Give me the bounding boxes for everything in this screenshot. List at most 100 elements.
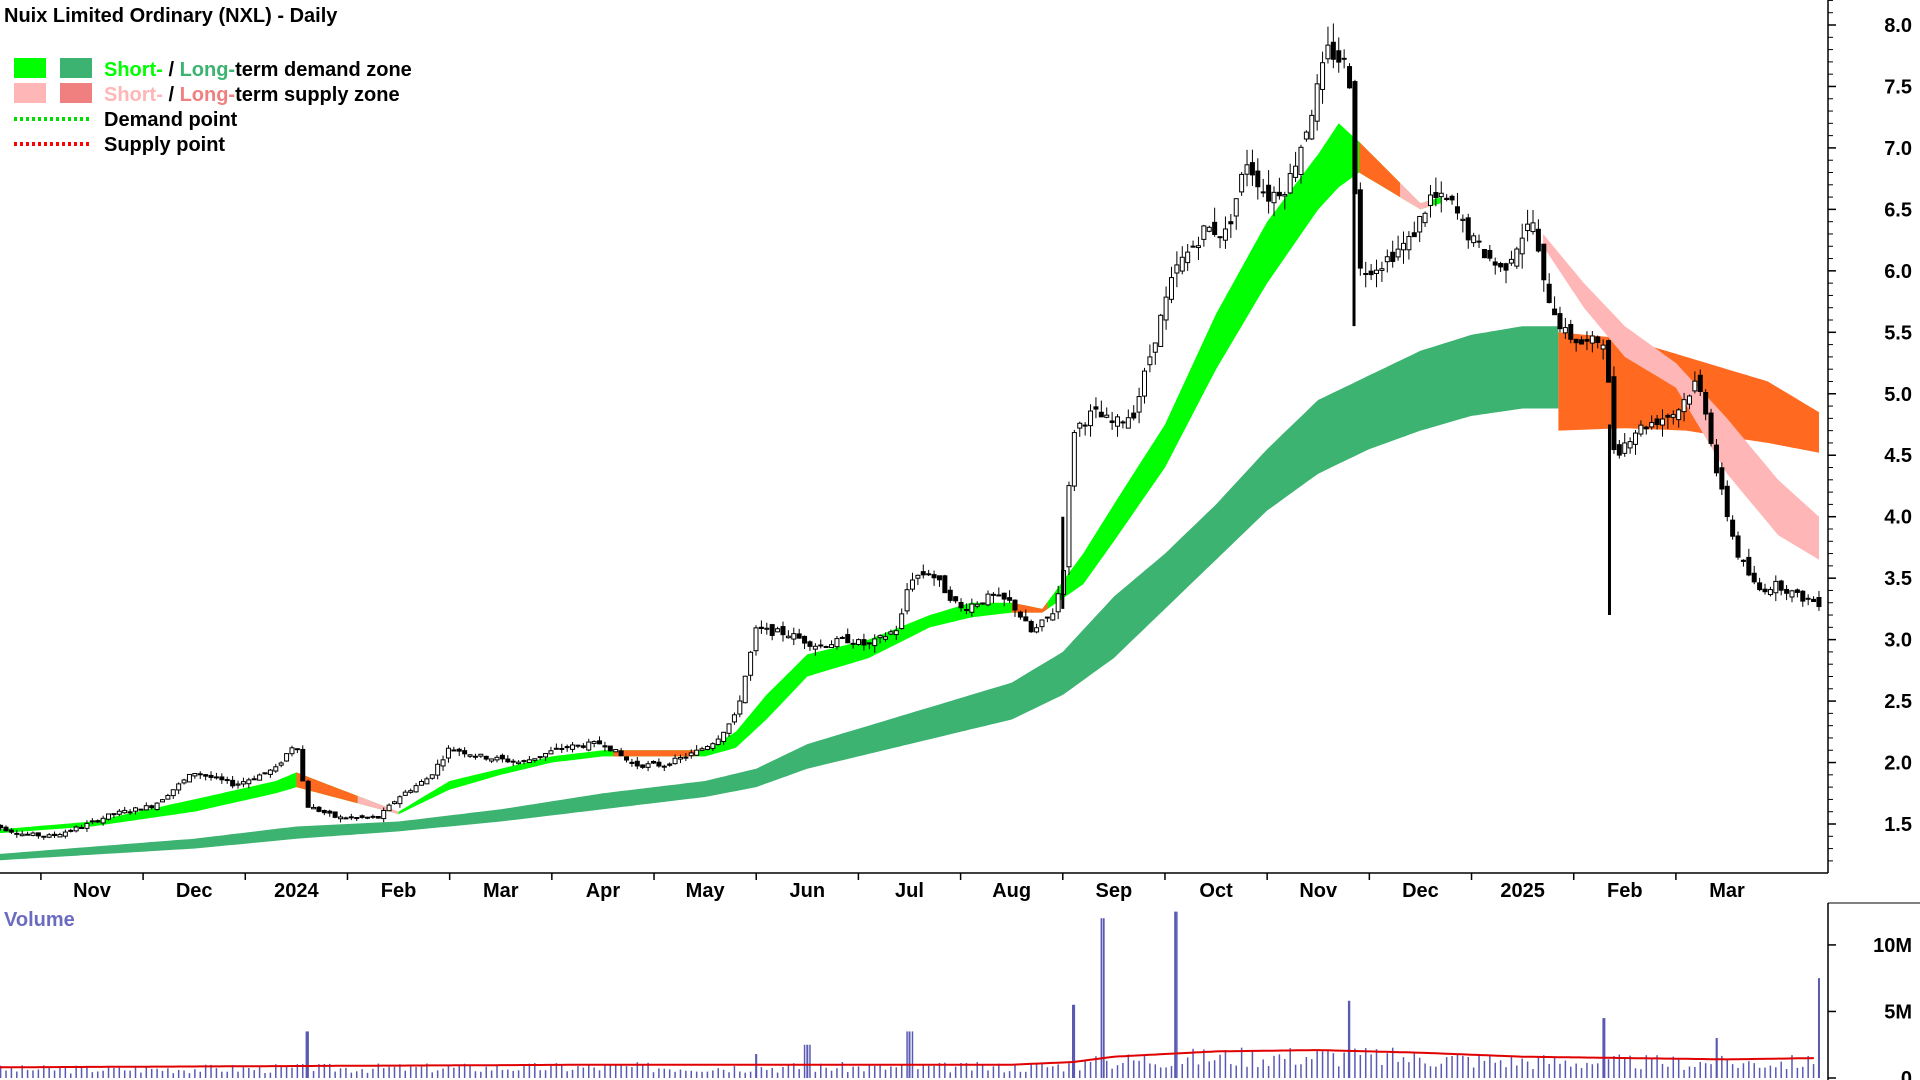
- candle-body: [1514, 248, 1520, 267]
- candle-body: [931, 574, 937, 579]
- candle-body: [764, 627, 770, 630]
- candle-body: [1120, 421, 1126, 424]
- candle-body: [1411, 232, 1417, 238]
- candle-body: [1395, 248, 1401, 258]
- candle-body: [343, 817, 349, 820]
- candle-body: [1519, 237, 1525, 255]
- candle-body: [1778, 580, 1784, 591]
- short-term-demand-zone: [0, 123, 1441, 834]
- candle-body: [1611, 376, 1617, 451]
- candle-body: [8, 829, 14, 833]
- candle-body: [1735, 535, 1741, 558]
- y-tick-label: 2.0: [1884, 753, 1912, 775]
- candle-body: [494, 756, 500, 761]
- candle-body: [1708, 412, 1714, 444]
- x-tick-label: Oct: [1199, 880, 1233, 902]
- candles-layer: [0, 23, 1822, 840]
- supply-transition-zone: [1400, 182, 1431, 210]
- candle-body: [942, 575, 948, 594]
- candle-body: [1142, 370, 1148, 397]
- x-tick-label: Sep: [1096, 880, 1133, 902]
- candle-body: [510, 760, 516, 763]
- y-tick-label: 6.0: [1884, 261, 1912, 283]
- candle-body: [370, 815, 376, 818]
- candle-body: [575, 744, 581, 747]
- candle-body: [532, 758, 538, 761]
- candle-body: [499, 754, 505, 760]
- candle-body: [1347, 66, 1353, 89]
- candle-body: [834, 638, 840, 648]
- candle-body: [537, 756, 543, 759]
- candle-body: [1136, 396, 1142, 413]
- candle-body: [985, 593, 991, 606]
- candle-body: [753, 627, 759, 652]
- candle-body: [883, 636, 889, 640]
- x-tick-label: Mar: [1709, 880, 1745, 902]
- candle-body: [1276, 191, 1282, 197]
- x-tick-label: Nov: [73, 880, 112, 902]
- candle-body: [888, 631, 894, 635]
- candle-body: [1584, 339, 1590, 342]
- candle-body: [1255, 170, 1261, 188]
- candle-body: [618, 750, 624, 757]
- candle-body: [1260, 191, 1266, 194]
- x-tick-label: 2024: [274, 880, 319, 902]
- candle-body: [365, 816, 371, 819]
- candle-body: [305, 780, 311, 808]
- x-tick-label: 2025: [1500, 880, 1545, 902]
- candle-body: [1039, 619, 1045, 628]
- candle-body: [1147, 356, 1153, 366]
- y-tick-label: 5.0: [1884, 384, 1912, 406]
- candle-body: [240, 781, 246, 785]
- candle-body: [1379, 268, 1385, 271]
- volume-y-ticks: 10M 5M 0: [1828, 935, 1912, 1080]
- candle-body: [25, 833, 31, 836]
- candle-body: [812, 645, 818, 650]
- candle-body: [1649, 422, 1655, 428]
- candle-body: [41, 835, 47, 838]
- candle-body: [839, 636, 845, 639]
- candle-body: [1746, 556, 1752, 576]
- candle-body: [208, 774, 214, 778]
- candle-body: [1244, 164, 1250, 175]
- candle-body: [1168, 277, 1174, 300]
- candle-body: [1071, 432, 1077, 487]
- candle-body: [149, 805, 155, 809]
- candle-body: [132, 807, 138, 812]
- candle-body: [1492, 261, 1498, 266]
- candle-body: [1811, 598, 1817, 603]
- candle-body: [1422, 212, 1428, 224]
- legend-demand-rest: term demand zone: [235, 59, 412, 81]
- candle-body: [451, 749, 457, 752]
- candle-body: [1055, 593, 1061, 613]
- candle-body: [505, 758, 511, 763]
- candle-body: [1692, 380, 1698, 392]
- candle-body: [316, 806, 322, 812]
- candle-body: [1044, 616, 1050, 619]
- candle-body: [845, 634, 851, 644]
- candle-body: [203, 774, 209, 777]
- legend-swatch-short-demand: [14, 58, 46, 78]
- candle-body: [613, 749, 619, 753]
- zones-layer: [0, 123, 1819, 861]
- candle-body: [1028, 620, 1034, 633]
- candle-body: [521, 760, 527, 763]
- candle-body: [1546, 283, 1552, 304]
- candle-body: [559, 747, 565, 750]
- candle-body: [1012, 599, 1018, 611]
- candle-body: [1525, 223, 1531, 232]
- y-tick-label: 8.0: [1884, 15, 1912, 37]
- candle-body: [570, 744, 576, 750]
- candle-body: [170, 789, 176, 797]
- candle-body: [683, 756, 689, 759]
- candle-body: [947, 589, 953, 601]
- candle-body: [1163, 296, 1169, 321]
- candle-body: [1266, 184, 1272, 202]
- candle-body: [699, 748, 705, 751]
- legend-swatch-long-demand: [60, 58, 92, 78]
- legend-demand-short: Short-: [104, 59, 163, 81]
- candle-body: [1357, 189, 1363, 269]
- candle-body: [418, 781, 424, 786]
- candle-body: [251, 778, 257, 781]
- candle-body: [829, 644, 835, 649]
